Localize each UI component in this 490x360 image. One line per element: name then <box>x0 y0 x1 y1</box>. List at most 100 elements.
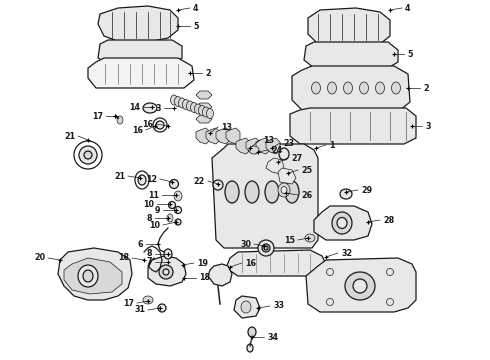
Ellipse shape <box>387 298 393 306</box>
Ellipse shape <box>248 327 256 337</box>
Text: 2: 2 <box>205 68 211 77</box>
Text: 12: 12 <box>146 175 157 184</box>
Polygon shape <box>308 8 390 46</box>
Text: 5: 5 <box>193 22 198 31</box>
Text: 13: 13 <box>221 122 232 131</box>
Text: 21: 21 <box>64 131 75 140</box>
Ellipse shape <box>340 189 352 199</box>
Ellipse shape <box>258 240 274 256</box>
Ellipse shape <box>360 82 368 94</box>
Text: 26: 26 <box>301 190 312 199</box>
Polygon shape <box>278 168 296 184</box>
Polygon shape <box>256 138 270 154</box>
Ellipse shape <box>156 121 164 129</box>
Text: 4: 4 <box>405 4 411 13</box>
Ellipse shape <box>159 265 173 279</box>
Ellipse shape <box>345 272 375 300</box>
Text: 21: 21 <box>114 171 125 180</box>
Ellipse shape <box>167 214 173 222</box>
Ellipse shape <box>392 82 400 94</box>
Polygon shape <box>64 258 122 294</box>
Text: 31: 31 <box>134 306 145 315</box>
Polygon shape <box>88 58 194 88</box>
Ellipse shape <box>213 180 223 190</box>
Polygon shape <box>98 40 182 64</box>
Polygon shape <box>58 248 132 300</box>
Text: 32: 32 <box>341 248 352 257</box>
Text: 16: 16 <box>132 126 143 135</box>
Ellipse shape <box>225 181 239 203</box>
Text: 29: 29 <box>361 185 372 194</box>
Text: 25: 25 <box>301 166 312 175</box>
Text: 30: 30 <box>240 239 251 248</box>
Text: 24: 24 <box>271 145 282 154</box>
Ellipse shape <box>245 181 259 203</box>
Ellipse shape <box>178 98 186 108</box>
Polygon shape <box>236 138 250 154</box>
Text: 13: 13 <box>263 135 274 144</box>
Ellipse shape <box>174 96 181 107</box>
Polygon shape <box>208 264 232 286</box>
Ellipse shape <box>79 146 97 164</box>
Ellipse shape <box>143 103 157 113</box>
Text: 8: 8 <box>147 249 152 258</box>
Text: 18: 18 <box>199 274 210 283</box>
Ellipse shape <box>170 180 178 189</box>
Ellipse shape <box>198 105 205 116</box>
Text: 11: 11 <box>148 190 159 199</box>
Text: 17: 17 <box>123 298 134 307</box>
Ellipse shape <box>164 249 172 259</box>
Ellipse shape <box>202 107 210 117</box>
Ellipse shape <box>326 298 334 306</box>
Polygon shape <box>304 42 398 68</box>
Ellipse shape <box>174 191 182 201</box>
Ellipse shape <box>175 219 181 225</box>
Ellipse shape <box>264 246 268 250</box>
Ellipse shape <box>78 265 98 287</box>
Ellipse shape <box>174 207 181 213</box>
Text: 17: 17 <box>92 112 103 121</box>
Text: 7: 7 <box>147 257 152 266</box>
Ellipse shape <box>262 244 270 252</box>
Text: 3: 3 <box>425 122 431 131</box>
Text: 16: 16 <box>142 120 153 129</box>
Ellipse shape <box>187 101 194 111</box>
Polygon shape <box>292 66 410 110</box>
Polygon shape <box>216 128 230 144</box>
Ellipse shape <box>337 217 347 229</box>
Text: 16: 16 <box>245 258 256 267</box>
Polygon shape <box>206 128 220 144</box>
Ellipse shape <box>182 99 190 109</box>
Ellipse shape <box>285 181 299 203</box>
Ellipse shape <box>117 116 123 124</box>
Polygon shape <box>98 6 178 42</box>
Ellipse shape <box>265 181 279 203</box>
Ellipse shape <box>249 146 259 154</box>
Polygon shape <box>196 115 212 123</box>
Polygon shape <box>212 144 318 248</box>
Text: 8: 8 <box>147 213 152 222</box>
Ellipse shape <box>247 344 253 352</box>
Text: 10: 10 <box>143 199 154 208</box>
Text: 18: 18 <box>118 253 129 262</box>
Ellipse shape <box>83 270 93 282</box>
Ellipse shape <box>153 118 167 132</box>
Text: 27: 27 <box>291 153 302 162</box>
Polygon shape <box>246 138 260 154</box>
Polygon shape <box>290 108 416 144</box>
Text: 14: 14 <box>129 103 140 112</box>
Polygon shape <box>226 128 240 144</box>
Text: 33: 33 <box>273 302 284 310</box>
Polygon shape <box>306 258 416 312</box>
Text: 22: 22 <box>194 176 205 185</box>
Polygon shape <box>266 158 284 174</box>
Ellipse shape <box>171 95 177 105</box>
Polygon shape <box>196 91 212 99</box>
Ellipse shape <box>143 296 153 304</box>
Polygon shape <box>226 250 326 276</box>
Text: 3: 3 <box>155 104 161 113</box>
Text: 23: 23 <box>283 139 294 148</box>
Polygon shape <box>196 103 212 111</box>
Ellipse shape <box>375 82 385 94</box>
Ellipse shape <box>332 212 352 234</box>
